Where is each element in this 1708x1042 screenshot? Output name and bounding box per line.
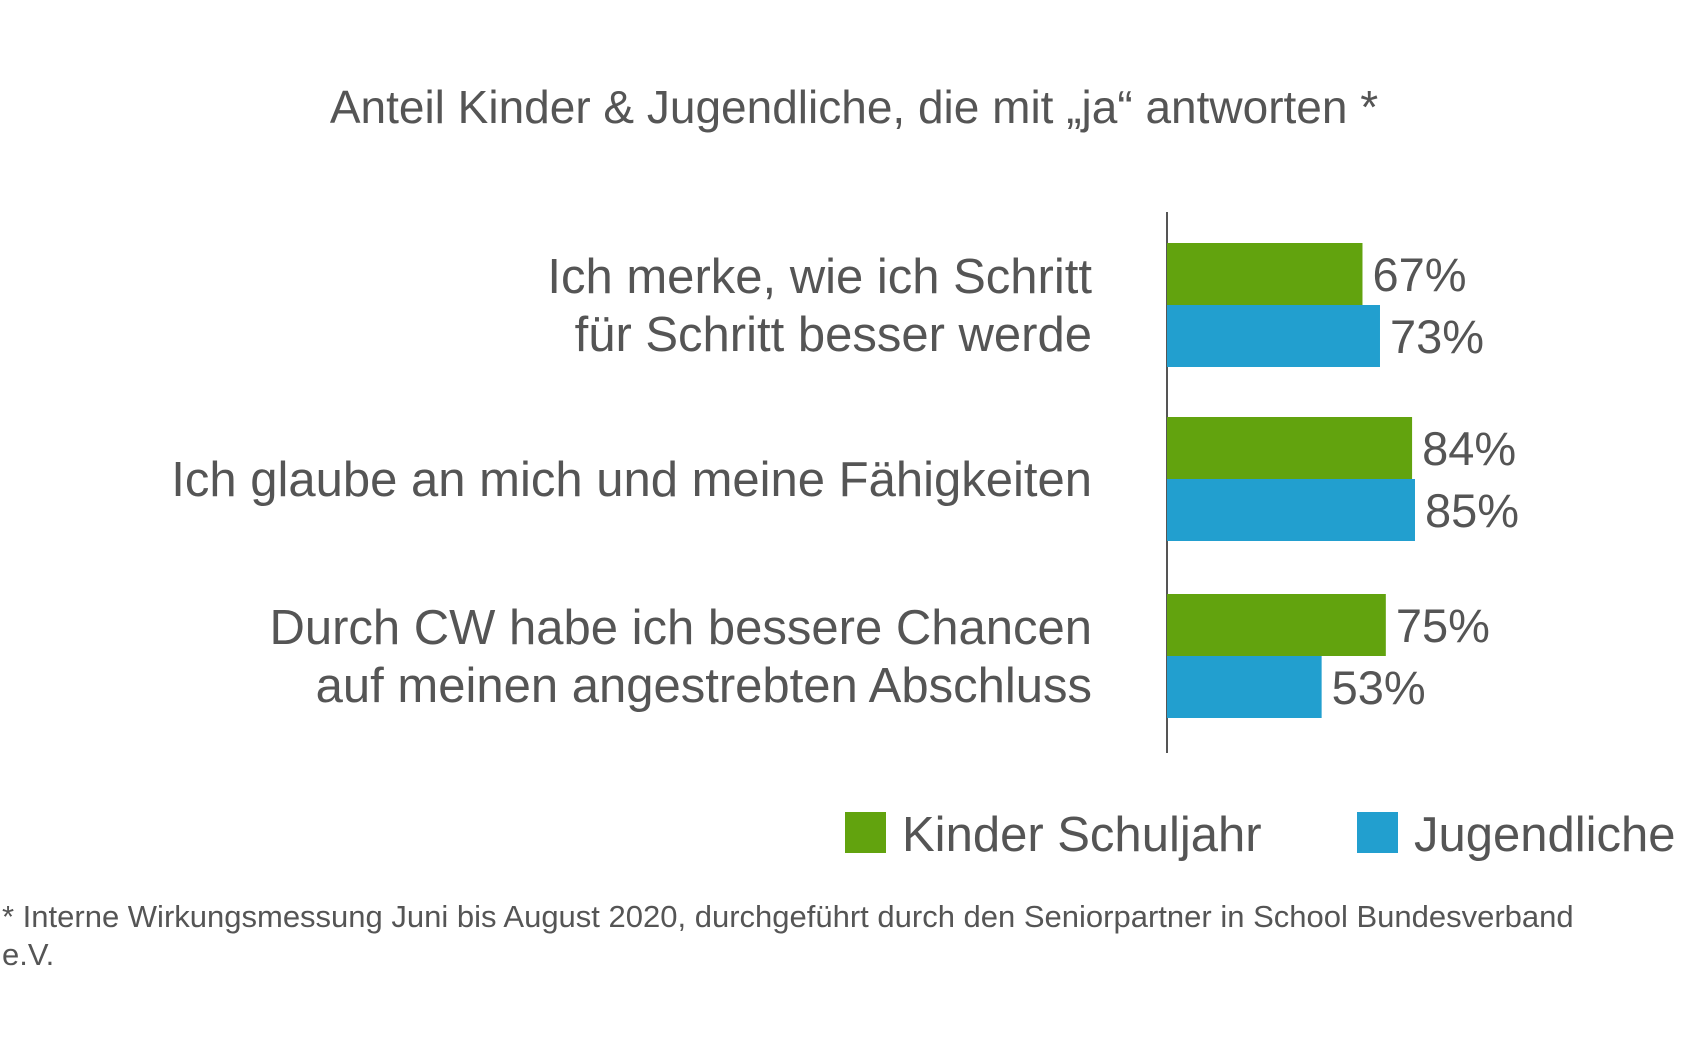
bar-jugendliche-3 xyxy=(1167,656,1322,718)
bar-jugendliche-2 xyxy=(1167,479,1415,541)
data-label-jugendliche-1: 73% xyxy=(1390,310,1484,363)
bar-chart: Anteil Kinder & Jugendliche, die mit „ja… xyxy=(171,81,1676,862)
data-label-jugendliche-2: 85% xyxy=(1425,484,1519,537)
bar-kinder-1 xyxy=(1167,243,1363,305)
legend-label-kinder: Kinder Schuljahr xyxy=(902,808,1262,862)
category-label-1-line-1: Ich merke, wie ich Schritt xyxy=(547,250,1092,304)
bar-kinder-3 xyxy=(1167,594,1386,656)
data-label-kinder-2: 84% xyxy=(1422,422,1516,475)
data-label-jugendliche-3: 53% xyxy=(1332,661,1426,714)
category-label-3-line-2: auf meinen angestrebten Abschluss xyxy=(316,659,1092,713)
legend-swatch-jugendliche xyxy=(1357,812,1398,853)
legend-swatch-kinder xyxy=(845,812,886,853)
category-label-2: Ich glaube an mich und meine Fähigkeiten xyxy=(171,453,1092,507)
category-label-3-line-1: Durch CW habe ich bessere Chancen xyxy=(269,601,1092,655)
bar-jugendliche-1 xyxy=(1167,305,1380,367)
chart-title: Anteil Kinder & Jugendliche, die mit „ja… xyxy=(330,81,1378,133)
legend-label-jugendliche: Jugendliche xyxy=(1414,808,1676,862)
data-label-kinder-3: 75% xyxy=(1396,599,1490,652)
data-label-kinder-1: 67% xyxy=(1372,248,1466,301)
footnote: * Interne Wirkungsmessung Juni bis Augus… xyxy=(2,899,1574,972)
category-label-1-line-2: für Schritt besser werde xyxy=(575,308,1092,362)
bar-kinder-2 xyxy=(1167,417,1413,479)
